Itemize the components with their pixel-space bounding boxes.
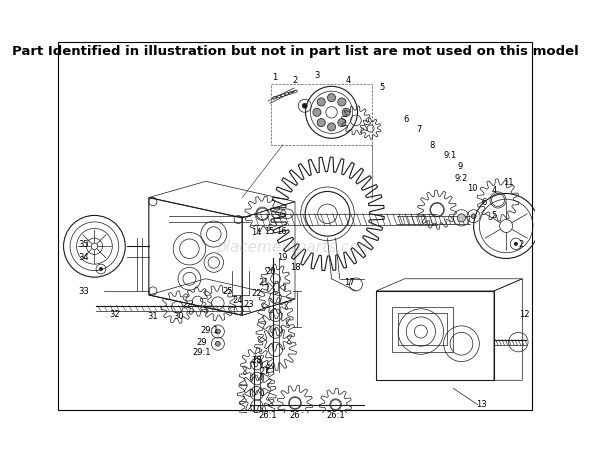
Circle shape [342,109,350,117]
Circle shape [302,104,307,109]
Text: 29: 29 [196,337,207,346]
Text: 26: 26 [290,410,300,419]
Text: 29:1: 29:1 [192,347,211,357]
Text: 6: 6 [404,115,409,124]
Text: 18: 18 [290,263,300,271]
Text: 20: 20 [266,267,276,275]
Text: 17: 17 [344,277,355,286]
Circle shape [99,268,103,271]
Text: 26:1: 26:1 [326,410,345,419]
Text: 3: 3 [314,71,320,80]
Circle shape [327,95,336,102]
Text: 27: 27 [260,366,270,375]
Bar [398,313,447,346]
Circle shape [317,99,325,107]
Bar [392,308,453,352]
Text: 23: 23 [244,299,254,308]
Text: 31: 31 [148,311,158,320]
Text: 30: 30 [173,311,184,320]
Circle shape [338,119,346,128]
Text: 33: 33 [78,287,89,296]
Text: 29:1: 29:1 [201,326,219,335]
Circle shape [317,119,325,128]
Circle shape [215,341,220,347]
Text: 16: 16 [276,227,287,236]
Text: 25: 25 [222,287,233,296]
Text: Part Identified in illustration but not in part list are mot used on this model: Part Identified in illustration but not … [12,45,578,58]
Circle shape [457,214,466,223]
Text: 5: 5 [379,83,385,92]
Text: 14: 14 [251,228,262,237]
Text: placementparts.com: placementparts.com [216,239,374,254]
Text: 35: 35 [78,240,89,249]
Text: 28: 28 [251,356,262,364]
Text: 10: 10 [468,183,478,192]
Circle shape [215,330,220,334]
Text: 6: 6 [481,198,487,207]
Text: 19: 19 [277,253,287,262]
Text: 34: 34 [78,253,89,262]
Text: 4: 4 [345,76,350,85]
Text: 22: 22 [251,288,262,297]
Circle shape [327,123,336,132]
Text: 2: 2 [293,76,297,85]
Text: 8: 8 [430,141,435,150]
Text: 32: 32 [109,309,120,319]
Circle shape [313,109,321,117]
Circle shape [471,214,476,219]
Text: 2: 2 [518,240,523,249]
Circle shape [338,99,346,107]
Text: 12: 12 [520,309,530,319]
Text: 15: 15 [264,227,275,236]
Text: 9:1: 9:1 [444,151,457,160]
Text: 21: 21 [258,277,268,286]
Text: 9:2: 9:2 [455,174,468,182]
Circle shape [514,243,517,246]
Text: 9: 9 [457,161,463,170]
Text: 7: 7 [417,125,422,134]
Text: 11: 11 [503,178,514,186]
Text: 1: 1 [272,73,277,82]
Text: 5: 5 [491,211,497,220]
Text: 13: 13 [477,398,487,408]
Text: 4: 4 [491,185,497,195]
Text: 26:1: 26:1 [259,410,277,419]
Text: 24: 24 [232,295,242,304]
